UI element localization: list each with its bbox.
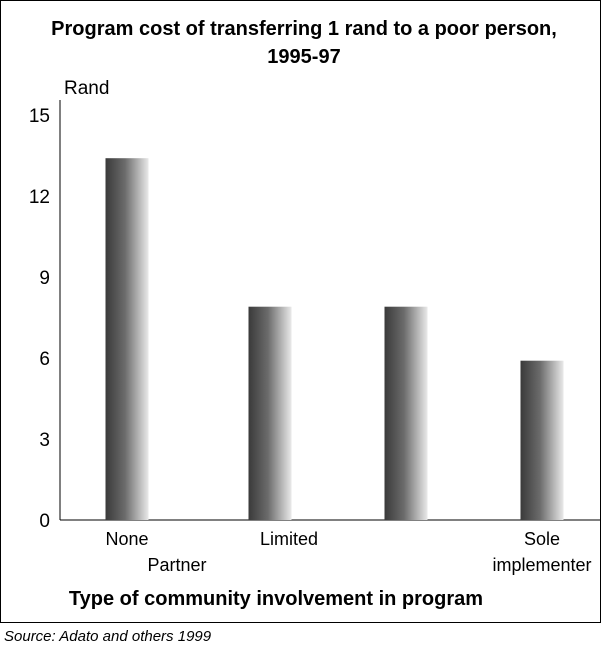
y-tick-label: 15: [29, 106, 50, 127]
bar: [105, 158, 149, 520]
y-tick-label: 3: [39, 430, 50, 451]
bar: [520, 360, 564, 520]
x-axis-categories: None Partner Limited Sole implementer: [105, 529, 591, 575]
y-axis-label: Rand: [64, 78, 109, 99]
category-label: Partner: [147, 555, 206, 575]
category-label: implementer: [492, 555, 591, 575]
y-tick-label: 12: [29, 187, 50, 208]
y-tick-label: 6: [39, 349, 50, 370]
y-tick-label: 0: [39, 511, 50, 532]
y-axis-ticks: 0 3 6 9 12 15: [29, 106, 50, 532]
chart-frame: [0, 0, 601, 623]
bar-chart: Program cost of transferring 1 rand to a…: [29, 18, 601, 610]
bar: [384, 306, 428, 520]
category-label: Limited: [260, 529, 318, 549]
bars: [105, 158, 564, 520]
category-label: Sole: [524, 529, 560, 549]
category-label: None: [105, 529, 148, 549]
chart-title: Program cost of transferring 1 rand to a…: [51, 18, 557, 40]
bar: [248, 306, 292, 520]
x-axis-title: Type of community involvement in program: [69, 588, 483, 610]
chart-subtitle: 1995-97: [267, 46, 340, 68]
source-note: Source: Adato and others 1999: [4, 628, 212, 645]
y-tick-label: 9: [39, 268, 50, 289]
